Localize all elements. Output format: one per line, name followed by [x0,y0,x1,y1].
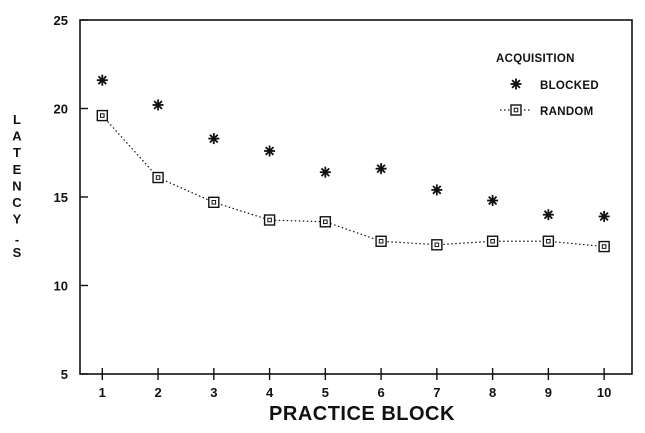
data-point-asterisk [431,184,443,196]
x-tick-label: 5 [322,385,329,400]
legend-item-random: RANDOM [500,104,594,118]
y-axis-title-char: C [12,195,22,210]
plot-border [79,19,633,375]
x-tick-label: 9 [545,385,552,400]
data-point-asterisk [487,195,499,207]
data-point-square [598,240,610,253]
data-point-square [319,216,332,228]
data-point-square [263,214,276,226]
legend-items: BLOCKED RANDOM [500,78,599,118]
y-axis-title-char: E [13,162,22,177]
series-layer [96,74,610,253]
x-tick-label: 8 [489,385,496,400]
data-point-asterisk [598,210,610,222]
data-point-square [486,235,499,247]
y-axis-title-char: T [13,145,21,160]
legend: ACQUISITION BLOCKED RANDOM [496,53,599,118]
data-point-square [431,239,443,251]
y-axis-title-char: Y [13,212,22,227]
data-point-asterisk [375,163,387,175]
x-tick-label: 7 [433,385,440,400]
y-tick-label: 10 [54,279,68,294]
data-point-square [375,235,387,247]
data-point-square [96,109,109,122]
y-tick-label: 5 [61,367,68,382]
series-line-random [101,115,605,248]
legend-marker-square [510,104,522,116]
legend-marker-asterisk [510,78,522,90]
x-axis-ticks: 1 2 3 4 5 6 7 8 9 10 [99,368,611,400]
legend-title: ACQUISITION [496,53,575,65]
data-point-square [152,171,164,184]
data-point-square [542,235,555,247]
data-point-asterisk [96,74,108,86]
legend-label: RANDOM [540,106,594,118]
legend-label: BLOCKED [540,80,599,92]
y-tick-label: 15 [54,190,68,205]
x-tick-label: 4 [266,385,274,400]
data-point-asterisk [264,145,276,157]
series-blocked [96,74,610,222]
y-axis-ticks: 5 10 15 20 25 [54,13,88,382]
x-tick-label: 6 [377,385,384,400]
series-random [96,109,610,253]
y-axis-title-char: N [12,178,21,193]
plot-frame [79,19,633,375]
x-tick-label: 3 [210,385,217,400]
y-axis-title-char: - [15,232,19,247]
x-tick-label: 10 [597,385,611,400]
y-tick-label: 25 [54,13,68,28]
y-axis-title-char: A [12,129,22,144]
data-point-asterisk [208,133,220,145]
y-tick-label: 20 [54,102,68,117]
y-axis-title-char: L [13,112,21,127]
legend-item-blocked: BLOCKED [510,78,599,92]
data-point-square [208,196,220,209]
data-point-asterisk [542,209,554,221]
data-point-asterisk [152,99,164,111]
x-tick-label: 1 [99,385,106,400]
x-tick-label: 2 [154,385,161,400]
data-point-asterisk [319,166,331,178]
y-axis-title-char: S [13,245,22,260]
x-axis-title: PRACTICE BLOCK [269,403,455,425]
